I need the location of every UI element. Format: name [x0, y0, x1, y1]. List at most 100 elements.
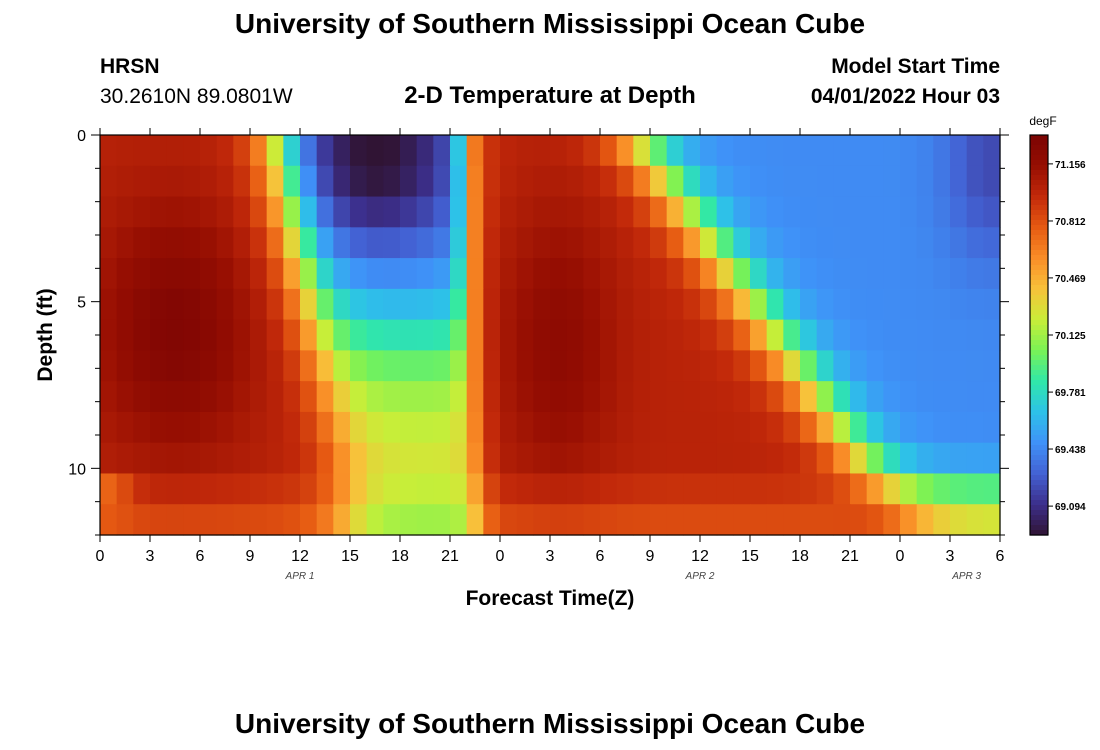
- heatmap-cell: [383, 442, 401, 475]
- heatmap-cell: [500, 442, 518, 475]
- heatmap-cell: [450, 381, 468, 413]
- heatmap-cell: [933, 473, 951, 505]
- colorbar-segment: [1030, 350, 1048, 356]
- heatmap-cell: [583, 288, 601, 321]
- heatmap-cell: [566, 288, 584, 321]
- heatmap-cell: [166, 135, 184, 167]
- heatmap-cell: [800, 473, 818, 505]
- heatmap-cell: [433, 319, 451, 351]
- heatmap-cell: [400, 350, 418, 382]
- heatmap-cell: [733, 381, 751, 413]
- heatmap-cell: [550, 196, 568, 228]
- heatmap-cell: [500, 165, 518, 198]
- heatmap-cell: [183, 319, 201, 351]
- y-tick-label: 0: [77, 128, 86, 145]
- heatmap-cell: [400, 196, 418, 228]
- heatmap-cell: [350, 288, 368, 321]
- heatmap-cell: [150, 411, 168, 444]
- heatmap-cell: [733, 442, 751, 475]
- heatmap-cell: [316, 319, 334, 351]
- heatmap-cell: [550, 473, 568, 505]
- heatmap-cell: [133, 196, 151, 228]
- heatmap-cell: [150, 442, 168, 475]
- heatmap-cell: [216, 135, 234, 167]
- heatmap-cell: [200, 288, 218, 321]
- colorbar-segment: [1030, 165, 1048, 171]
- heatmap-cell: [283, 227, 301, 259]
- heatmap-cell: [333, 227, 351, 259]
- heatmap-cell: [400, 288, 418, 321]
- heatmap-cell: [900, 288, 918, 321]
- heatmap-cell: [883, 135, 901, 167]
- heatmap-cell: [216, 350, 234, 382]
- heatmap-cell: [300, 473, 318, 505]
- heatmap-cell: [916, 473, 934, 505]
- heatmap-cell: [616, 473, 634, 505]
- heatmap-cell: [816, 350, 834, 382]
- heatmap-cell: [850, 165, 868, 198]
- heatmap-cell: [766, 504, 784, 536]
- heatmap-cell: [150, 350, 168, 382]
- heatmap-cell: [450, 135, 468, 167]
- heatmap-cell: [800, 504, 818, 536]
- heatmap-cell: [566, 165, 584, 198]
- heatmap-cell: [200, 165, 218, 198]
- colorbar-segment: [1030, 150, 1048, 156]
- heatmap-cell: [166, 258, 184, 290]
- heatmap-cell: [750, 319, 768, 351]
- heatmap-cell: [400, 504, 418, 536]
- heatmap-cell: [250, 227, 268, 259]
- heatmap-cell: [450, 165, 468, 198]
- heatmap-cell: [983, 196, 1001, 228]
- heatmap-cell: [433, 196, 451, 228]
- heatmap-cell: [350, 258, 368, 290]
- heatmap-cell: [933, 258, 951, 290]
- heatmap-cell: [716, 288, 734, 321]
- heatmap-cell: [583, 258, 601, 290]
- heatmap-cell: [950, 196, 968, 228]
- heatmap-cell: [666, 381, 684, 413]
- heatmap-cell: [616, 504, 634, 536]
- colorbar-segment: [1030, 195, 1048, 201]
- heatmap-cell: [866, 442, 884, 475]
- heatmap-cell: [533, 442, 551, 475]
- heatmap-cell: [116, 196, 134, 228]
- heatmap-cell: [300, 135, 318, 167]
- heatmap-cell: [700, 165, 718, 198]
- heatmap-cell: [383, 227, 401, 259]
- heatmap-cell: [183, 135, 201, 167]
- heatmap-cell: [783, 350, 801, 382]
- colorbar-segment: [1030, 505, 1048, 511]
- heatmap-cell: [666, 473, 684, 505]
- heatmap-cell: [800, 227, 818, 259]
- heatmap-cell: [783, 504, 801, 536]
- heatmap-cell: [433, 381, 451, 413]
- heatmap-cell: [500, 504, 518, 536]
- heatmap-cell: [733, 196, 751, 228]
- heatmap-cell: [250, 504, 268, 536]
- heatmap-cell: [500, 258, 518, 290]
- heatmap-cell: [566, 319, 584, 351]
- heatmap-cell: [400, 381, 418, 413]
- heatmap-cell: [666, 442, 684, 475]
- station-coordinates: 30.2610N 89.0801W: [100, 85, 293, 108]
- heatmap-cell: [383, 258, 401, 290]
- heatmap-cell: [450, 319, 468, 351]
- heatmap-cell: [483, 165, 501, 198]
- heatmap-cell: [900, 504, 918, 536]
- heatmap-cell: [816, 258, 834, 290]
- heatmap-cell: [183, 442, 201, 475]
- heatmap-cell: [200, 442, 218, 475]
- heatmap-cell: [900, 350, 918, 382]
- heatmap-cell: [966, 165, 984, 198]
- colorbar-segment: [1030, 235, 1048, 241]
- colorbar-tick-label: 70.125: [1055, 331, 1086, 342]
- heatmap-cell: [866, 258, 884, 290]
- heatmap-cell: [250, 135, 268, 167]
- heatmap-cell: [733, 411, 751, 444]
- colorbar-segment: [1030, 260, 1048, 266]
- heatmap-cell: [166, 504, 184, 536]
- heatmap-cell: [233, 165, 251, 198]
- heatmap-cell: [216, 258, 234, 290]
- station-id: HRSN: [100, 55, 160, 78]
